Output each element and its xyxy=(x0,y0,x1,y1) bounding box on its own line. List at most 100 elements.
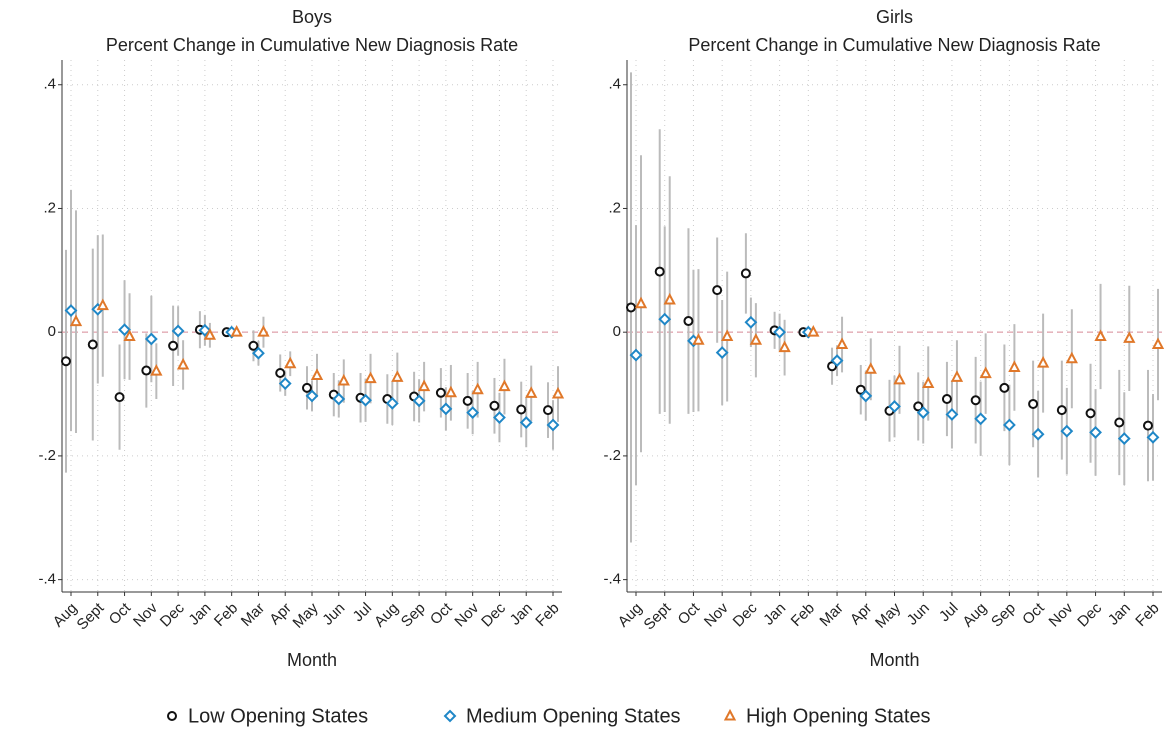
chart-title: Girls xyxy=(876,7,913,27)
point xyxy=(310,368,324,380)
point xyxy=(913,401,924,412)
point xyxy=(683,316,694,327)
point xyxy=(543,405,553,416)
point xyxy=(230,325,243,337)
point xyxy=(1002,418,1016,432)
point xyxy=(634,296,648,309)
x-tick-label: Oct xyxy=(427,599,456,628)
x-tick-label: Aug xyxy=(50,600,81,631)
point xyxy=(69,314,83,327)
y-tick-label: 0 xyxy=(613,323,621,340)
y-tick-label: -.2 xyxy=(603,447,621,464)
point xyxy=(864,362,877,374)
point xyxy=(744,315,758,329)
point xyxy=(168,340,179,351)
x-tick-label: Apr xyxy=(266,600,295,629)
point xyxy=(970,395,981,406)
x-tick-label: Nov xyxy=(130,599,161,630)
point xyxy=(337,373,350,386)
x-axis-label: Month xyxy=(869,650,919,670)
y-tick-label: .2 xyxy=(43,199,56,216)
x-tick-label: Jul xyxy=(936,600,962,626)
point xyxy=(525,386,538,398)
point xyxy=(198,323,212,337)
x-tick-label: Dec xyxy=(157,599,188,630)
point xyxy=(945,408,959,421)
point xyxy=(1151,337,1165,350)
x-tick-label: Jan xyxy=(185,600,214,629)
legend-label: High Opening States xyxy=(746,705,931,727)
point xyxy=(302,382,312,393)
x-tick-label: Aug xyxy=(371,600,402,631)
y-tick-label: .4 xyxy=(608,76,621,93)
point xyxy=(118,323,131,337)
legend-marker xyxy=(167,711,177,721)
point xyxy=(773,325,787,339)
point xyxy=(663,292,676,305)
x-tick-label: Oct xyxy=(1019,599,1048,628)
point xyxy=(435,387,446,398)
x-tick-label: Sept xyxy=(74,599,108,633)
point xyxy=(807,325,820,337)
x-tick-label: Jan xyxy=(507,600,536,629)
point xyxy=(466,406,480,420)
y-tick-label: .2 xyxy=(608,199,621,216)
point xyxy=(893,372,906,385)
x-tick-label: Nov xyxy=(701,599,732,630)
point xyxy=(417,379,431,392)
point xyxy=(364,371,377,384)
point xyxy=(114,392,125,403)
point xyxy=(391,370,404,382)
point xyxy=(740,268,751,279)
point xyxy=(1094,329,1107,342)
x-tick-label: Mar xyxy=(238,600,268,630)
chart-subtitle: Percent Change in Cumulative New Diagnos… xyxy=(688,35,1100,55)
point xyxy=(123,329,136,342)
point xyxy=(855,384,866,395)
point xyxy=(979,366,992,379)
x-tick-label: Dec xyxy=(730,599,761,630)
point xyxy=(1008,360,1021,372)
point xyxy=(749,333,763,345)
point xyxy=(498,379,511,392)
x-tick-label: Apr xyxy=(847,600,876,629)
point xyxy=(471,382,484,395)
y-tick-label: 0 xyxy=(48,323,56,340)
point xyxy=(1031,427,1045,441)
legend-label: Low Opening States xyxy=(188,705,368,727)
x-tick-label: Oct xyxy=(106,599,135,628)
chart-title: Boys xyxy=(292,7,332,27)
x-tick-label: Sep xyxy=(398,600,429,631)
point xyxy=(144,332,158,346)
point xyxy=(252,346,265,360)
point xyxy=(974,412,988,426)
x-tick-label: Nov xyxy=(451,599,482,630)
point xyxy=(439,402,453,416)
point xyxy=(359,393,372,407)
legend-marker xyxy=(443,709,457,723)
x-tick-label: Feb xyxy=(211,600,241,630)
point xyxy=(305,389,319,403)
x-tick-label: Jan xyxy=(760,600,789,629)
x-tick-label: Dec xyxy=(478,599,509,630)
point xyxy=(1056,405,1067,416)
point xyxy=(830,354,844,368)
point xyxy=(171,324,185,338)
x-tick-label: Nov xyxy=(1046,599,1077,630)
point xyxy=(835,337,849,350)
point xyxy=(999,382,1010,393)
point xyxy=(941,393,952,404)
point xyxy=(551,386,565,399)
point xyxy=(1065,351,1078,364)
point xyxy=(61,356,71,367)
point xyxy=(629,348,643,362)
legend-label: Medium Opening States xyxy=(466,705,681,727)
x-tick-label: Feb xyxy=(532,600,562,630)
point xyxy=(1085,408,1096,419)
point xyxy=(778,340,791,353)
point xyxy=(176,357,190,370)
x-tick-label: Aug xyxy=(615,600,646,631)
point xyxy=(150,364,163,376)
